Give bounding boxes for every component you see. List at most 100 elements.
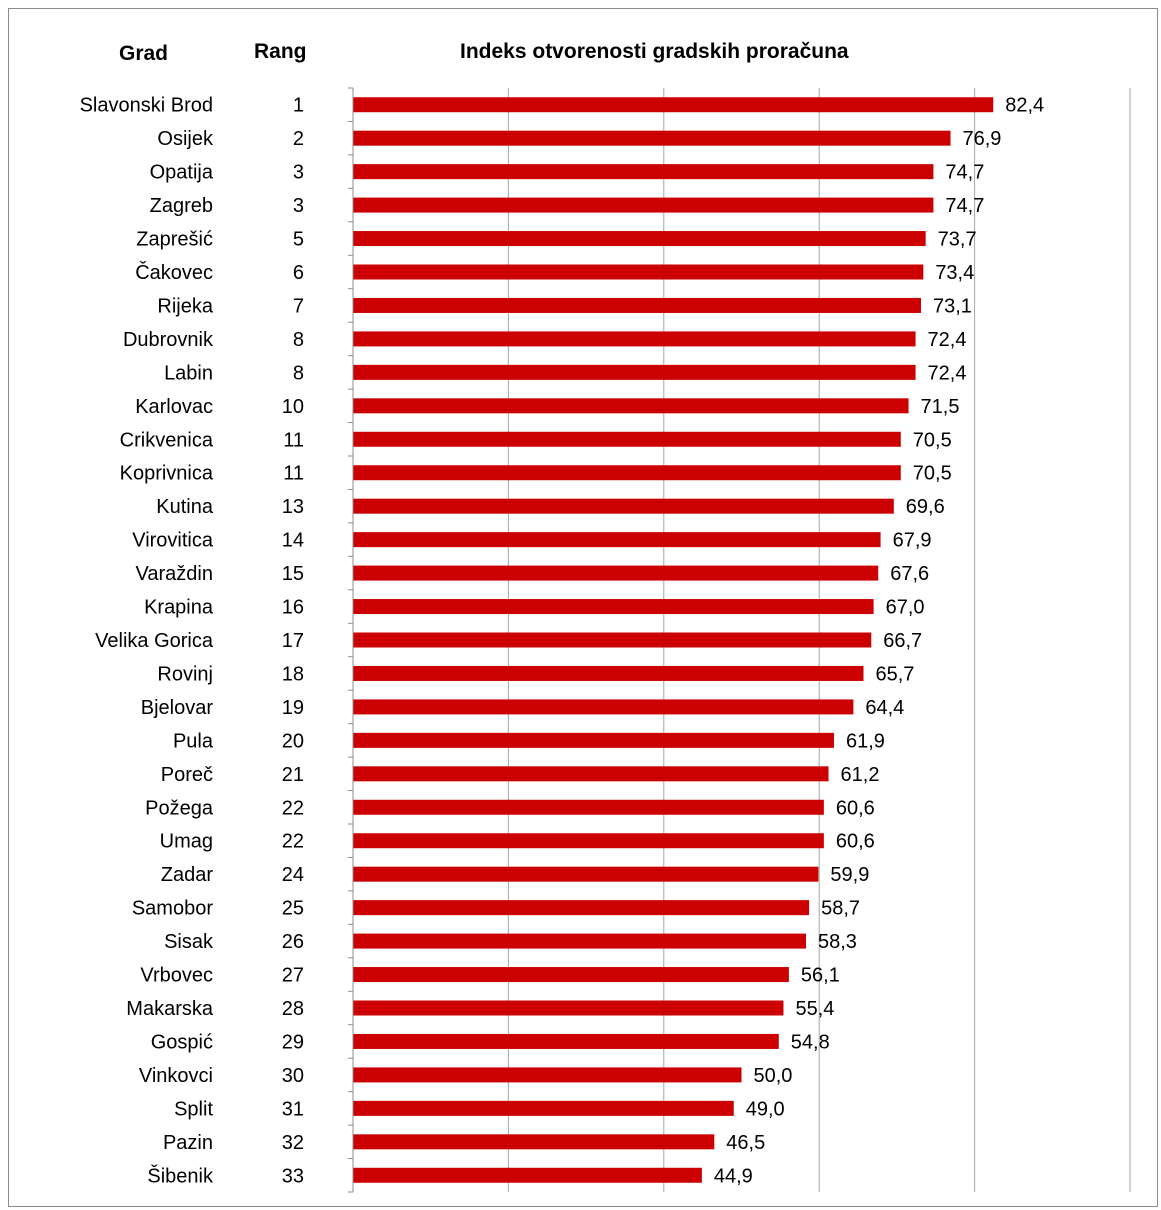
city-label: Rijeka: [157, 295, 213, 317]
rank-label: 18: [282, 663, 304, 685]
value-label: 61,2: [841, 764, 880, 786]
bar: [353, 1033, 779, 1049]
rank-label: 27: [282, 965, 304, 987]
city-label: Poreč: [161, 764, 213, 786]
bar: [353, 1000, 784, 1016]
bar: [353, 766, 829, 782]
value-label: 55,4: [795, 998, 834, 1020]
bar: [353, 498, 894, 514]
city-label: Vinkovci: [139, 1065, 213, 1087]
rank-label: 5: [293, 229, 304, 251]
bar: [353, 197, 934, 213]
bar: [353, 465, 901, 481]
city-label: Varaždin: [136, 563, 213, 585]
bar: [353, 532, 881, 548]
rank-label: 6: [293, 262, 304, 284]
city-label: Čakovec: [135, 261, 213, 284]
city-label: Dubrovnik: [123, 329, 214, 351]
value-labels: 82,476,9 74,7 74,7 73,7 73,4 73,1 72,4 72,4 71,5…: [714, 95, 1044, 1188]
bar: [353, 599, 874, 615]
value-label: 60,6: [836, 797, 875, 819]
rank-label: 20: [282, 730, 304, 752]
value-label: 73,4: [935, 262, 974, 284]
value-label: 50,0: [754, 1065, 793, 1087]
bar: [353, 164, 934, 180]
rank-label: 17: [282, 630, 304, 652]
value-label: 64,4: [865, 697, 904, 719]
rank-label: 13: [282, 496, 304, 518]
bar: [353, 699, 854, 715]
value-label: 71,5: [921, 396, 960, 418]
rank-label: 10: [282, 396, 304, 418]
value-label: 72,4: [928, 362, 967, 384]
rank-label: 28: [282, 998, 304, 1020]
rank-label: 15: [282, 563, 304, 585]
rank-label: 1: [293, 95, 304, 117]
rank-label: 26: [282, 931, 304, 953]
value-label: 67,6: [890, 563, 929, 585]
bar: [353, 1100, 734, 1116]
rank-label: 24: [282, 864, 304, 886]
value-label: 72,4: [928, 329, 967, 351]
rank-label: 19: [282, 697, 304, 719]
value-label: 70,5: [913, 463, 952, 485]
rank-labels: 1233567881011111314151617181920212222242…: [282, 95, 304, 1188]
city-label: Bjelovar: [141, 697, 214, 719]
bar: [353, 431, 901, 447]
value-label: 76,9: [963, 128, 1002, 150]
rank-label: 3: [293, 162, 304, 184]
rank-label: 7: [293, 295, 304, 317]
city-label: Velika Gorica: [95, 630, 214, 652]
rank-label: 30: [282, 1065, 304, 1087]
bar: [353, 331, 916, 347]
bar: [353, 97, 994, 113]
rank-label: 33: [282, 1165, 304, 1187]
bar: [353, 1134, 715, 1150]
value-label: 67,9: [893, 530, 932, 552]
value-label: 74,7: [945, 162, 984, 184]
value-label: 74,7: [945, 195, 984, 217]
value-label: 73,7: [938, 229, 977, 251]
rank-label: 32: [282, 1132, 304, 1154]
header-city: Grad: [119, 42, 169, 65]
value-label: 49,0: [746, 1098, 785, 1120]
city-label: Opatija: [150, 162, 214, 184]
city-label: Virovitica: [132, 530, 214, 552]
bar: [353, 799, 824, 815]
rank-label: 31: [282, 1098, 304, 1120]
category-axis: [348, 87, 354, 1193]
value-label: 61,9: [846, 730, 885, 752]
rank-label: 2: [293, 128, 304, 150]
bar: [353, 130, 951, 146]
value-label: 44,9: [714, 1165, 753, 1187]
bar: [353, 364, 916, 380]
city-label: Šibenik: [147, 1164, 214, 1187]
value-label: 59,9: [830, 864, 869, 886]
rank-label: 25: [282, 898, 304, 920]
city-label: Pula: [173, 730, 214, 752]
city-label: Umag: [160, 831, 213, 853]
city-label: Split: [174, 1098, 213, 1120]
bar: [353, 900, 810, 916]
bar: [353, 933, 806, 949]
city-label: Osijek: [157, 128, 214, 150]
value-label: 56,1: [801, 965, 840, 987]
rank-label: 14: [282, 530, 304, 552]
rank-label: 3: [293, 195, 304, 217]
bar: [353, 866, 819, 882]
value-label: 58,7: [821, 898, 860, 920]
value-label: 46,5: [726, 1132, 765, 1154]
city-label: Vrbovec: [140, 965, 213, 987]
value-label: 70,5: [913, 429, 952, 451]
city-label: Kutina: [156, 496, 214, 518]
city-label: Labin: [164, 362, 213, 384]
bar: [353, 264, 924, 280]
bar: [353, 231, 926, 247]
bar: [353, 632, 872, 648]
value-label: 82,4: [1005, 95, 1044, 117]
bar: [353, 398, 909, 414]
value-label: 65,7: [875, 663, 914, 685]
rank-label: 11: [283, 463, 304, 485]
rank-label: 29: [282, 1031, 304, 1053]
